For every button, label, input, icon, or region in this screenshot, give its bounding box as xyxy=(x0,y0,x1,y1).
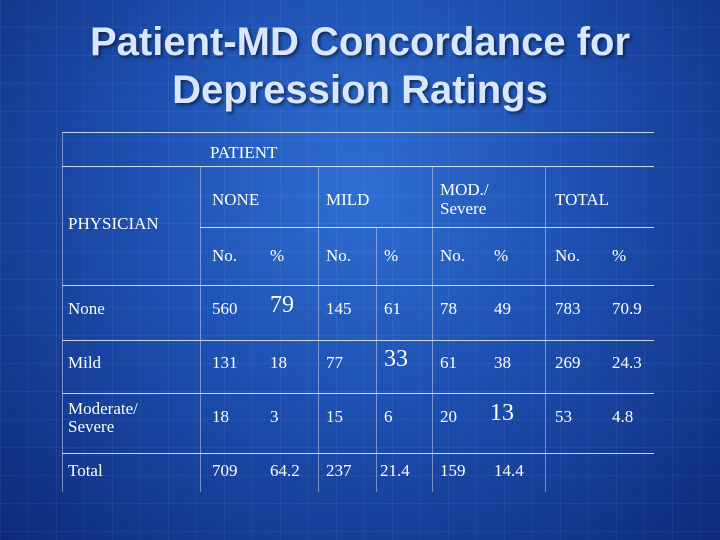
vrule-none-mild xyxy=(318,166,319,492)
cell-mild-total-pct: 24.3 xyxy=(612,353,642,372)
cell-total-mild-pct: 21.4 xyxy=(380,461,410,480)
cell-mild-none-pct: 18 xyxy=(270,353,287,372)
cell-mod-none-no: 18 xyxy=(212,407,229,426)
cell-none-none-no: 560 xyxy=(212,299,238,318)
cell-total-mod-no: 159 xyxy=(440,461,466,480)
cell-mild-mild-no: 77 xyxy=(326,353,343,372)
cell-mild-total-no: 269 xyxy=(555,353,581,372)
row-label-moderate-line2: Severe xyxy=(68,417,115,436)
cell-mod-mod-pct: 13 xyxy=(490,400,514,426)
vrule-mod-total xyxy=(545,166,546,492)
category-total: TOTAL xyxy=(555,190,610,209)
subheader-mild-pct: % xyxy=(384,246,399,265)
cell-none-mod-no: 78 xyxy=(440,299,457,318)
rule-subheaders xyxy=(62,285,654,286)
rule-row-2 xyxy=(62,393,654,394)
category-mod-line2: Severe xyxy=(440,199,487,218)
cell-none-total-no: 783 xyxy=(555,299,581,318)
rule-row-1 xyxy=(62,340,654,341)
cell-mild-mild-pct: 33 xyxy=(384,346,408,372)
cell-total-none-no: 709 xyxy=(212,461,238,480)
category-mod-line1: MOD./ xyxy=(440,180,489,199)
row-label-none: None xyxy=(68,299,105,318)
cell-mild-mod-pct: 38 xyxy=(494,353,511,372)
cell-total-mild-no: 237 xyxy=(326,461,352,480)
rule-patient xyxy=(62,166,654,167)
subheader-total-no: No. xyxy=(555,246,581,265)
vrule-mild-mod xyxy=(432,166,433,492)
physician-label: PHYSICIAN xyxy=(68,214,159,233)
subheader-total-pct: % xyxy=(612,246,627,265)
cell-total-none-pct: 64.2 xyxy=(270,461,300,480)
row-label-mild: Mild xyxy=(68,353,102,372)
category-mild: MILD xyxy=(326,190,370,209)
subheader-mod-no: No. xyxy=(440,246,466,265)
cell-mod-mod-no: 20 xyxy=(440,407,457,426)
patient-label: PATIENT xyxy=(210,143,278,162)
cell-none-total-pct: 70.9 xyxy=(612,299,642,318)
row-label-total: Total xyxy=(68,461,103,480)
vrule-label xyxy=(200,166,201,492)
cell-mild-mod-no: 61 xyxy=(440,353,457,372)
cell-mod-mild-no: 15 xyxy=(326,407,343,426)
rule-row-3 xyxy=(62,453,654,454)
cell-none-mild-no: 145 xyxy=(326,299,352,318)
slide-title: Patient-MD Concordance for Depression Ra… xyxy=(0,18,720,114)
row-label-moderate-line1: Moderate/ xyxy=(68,399,138,418)
title-line-1: Patient-MD Concordance for xyxy=(89,20,631,64)
subheader-mod-pct: % xyxy=(494,246,509,265)
cell-mod-mild-pct: 6 xyxy=(384,407,393,426)
subheader-none-no: No. xyxy=(212,246,238,265)
rule-categories xyxy=(200,227,654,228)
subheader-none-pct: % xyxy=(270,246,285,265)
vrule-left xyxy=(62,132,63,492)
rule-top xyxy=(62,132,654,133)
cell-mod-total-pct: 4.8 xyxy=(612,407,634,426)
cell-mild-none-no: 131 xyxy=(212,353,238,372)
cell-none-mild-pct: 61 xyxy=(384,299,401,318)
category-none: NONE xyxy=(212,190,260,209)
vrule-mild-pct xyxy=(376,227,377,492)
title-line-2: Depression Ratings xyxy=(172,68,548,112)
cell-total-mod-pct: 14.4 xyxy=(494,461,524,480)
subheader-mild-no: No. xyxy=(326,246,352,265)
cell-none-mod-pct: 49 xyxy=(494,299,511,318)
cell-mod-total-no: 53 xyxy=(555,407,572,426)
cell-mod-none-pct: 3 xyxy=(270,407,279,426)
cell-none-none-pct: 79 xyxy=(270,292,294,318)
